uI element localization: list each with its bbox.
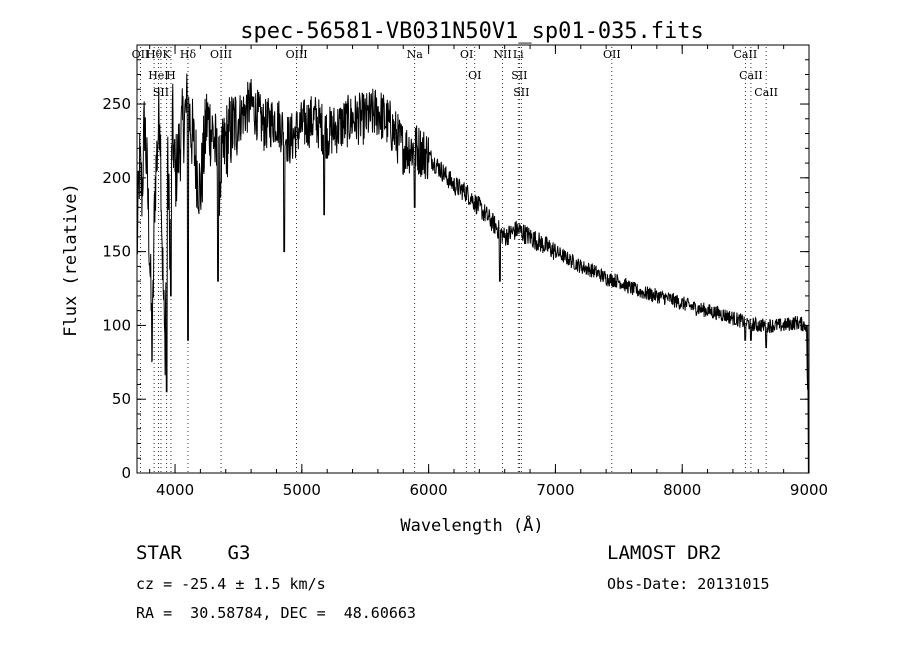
- x-tick-label: 5000: [283, 481, 321, 499]
- axis-ticks: 4000 5000 6000 7000 8000 9000 0 50 100 150 200 250: [102, 45, 828, 499]
- spectral-line-label: OII: [132, 48, 150, 61]
- plot-frame: [136, 44, 810, 474]
- y-tick-label: 250: [102, 95, 131, 113]
- spectral-line-label: OII: [603, 48, 621, 61]
- spectral-line-label: CaII: [754, 86, 778, 99]
- spectral-line-label: K: [163, 48, 172, 61]
- spectrum-line: [136, 73, 809, 474]
- spectral-line-label: SII: [153, 86, 169, 99]
- spectral-line-label: HeI: [148, 69, 168, 82]
- spectral-line-label: CaII: [739, 69, 763, 82]
- x-tick-label: 4000: [156, 481, 194, 499]
- y-tick-label: 0: [121, 464, 131, 482]
- coordinates: RA = 30.58784, DEC = 48.60663: [136, 604, 416, 622]
- spectral-line-label: OIII: [210, 48, 232, 61]
- spectral-line-label: Li: [513, 48, 524, 61]
- spectral-line-label: CaII: [734, 48, 758, 61]
- x-tick-label: 8000: [663, 481, 701, 499]
- y-tick-label: 200: [102, 169, 131, 187]
- survey-name: LAMOST DR2: [607, 542, 722, 564]
- spectral-line-label: OIII: [286, 48, 308, 61]
- redshift-text: cz = -25.4 ± 1.5 km/s: [136, 575, 326, 593]
- spectral-line-label: SII: [511, 69, 527, 82]
- spectral-line-label: OI: [460, 48, 473, 61]
- x-tick-label: 9000: [790, 481, 828, 499]
- spectral-line-label: H: [166, 69, 176, 82]
- spectral-line-label: NII: [493, 48, 511, 61]
- object-type: STAR G3: [136, 542, 251, 564]
- spectral-line-label: Na: [407, 48, 424, 61]
- chart-title: spec-56581-VB031N50V1_sp01-035.fits: [240, 19, 704, 44]
- y-tick-label: 150: [102, 243, 131, 261]
- y-tick-label: 50: [112, 390, 131, 408]
- spectral-line-label: SII: [513, 86, 529, 99]
- x-axis-label: Wavelength (Å): [400, 514, 543, 536]
- y-axis-label: Flux (relative): [61, 183, 81, 337]
- x-tick-label: 7000: [536, 481, 574, 499]
- data-layer: [136, 73, 809, 474]
- x-tick-label: 6000: [410, 481, 448, 499]
- y-tick-label: 100: [102, 316, 131, 334]
- obs-date: Obs-Date: 20131015: [607, 575, 770, 593]
- spectral-line-label: Hθ: [146, 48, 163, 61]
- spectral-line-label: Hδ: [180, 48, 197, 61]
- spectral-line-label: OI: [468, 69, 481, 82]
